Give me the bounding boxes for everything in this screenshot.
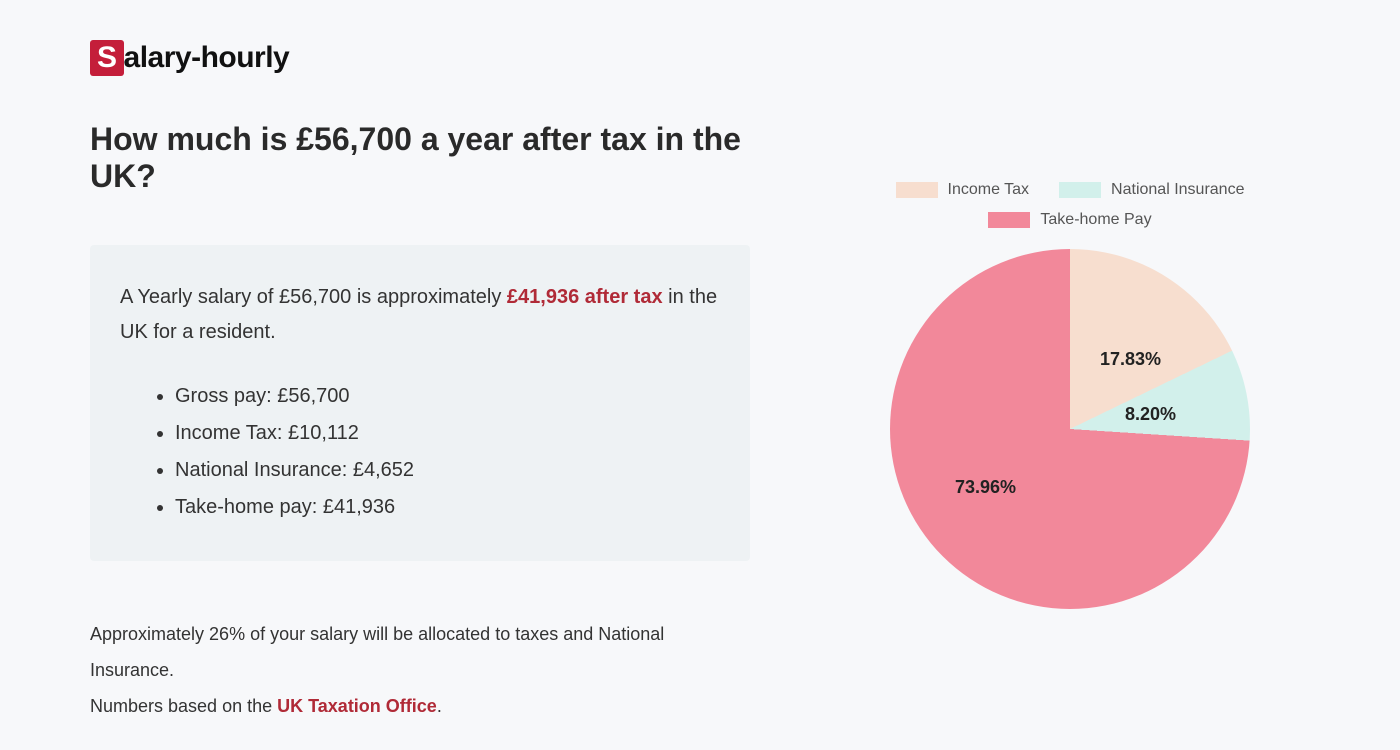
page-title: How much is £56,700 a year after tax in … [90, 121, 750, 195]
summary-prefix: A Yearly salary of £56,700 is approximat… [120, 286, 507, 308]
summary-text: A Yearly salary of £56,700 is approximat… [120, 280, 720, 350]
tax-office-link[interactable]: UK Taxation Office [277, 696, 437, 716]
footnote-line2-suffix: . [437, 696, 442, 716]
legend-label: Take-home Pay [1040, 211, 1151, 229]
footnote-line1: Approximately 26% of your salary will be… [90, 624, 664, 680]
pie-label: 73.96% [955, 477, 1016, 498]
site-logo: Salary-hourly [90, 40, 1310, 76]
logo-text: alary-hourly [124, 41, 290, 74]
legend-item: Income Tax [896, 181, 1030, 199]
list-item: Take-home pay: £41,936 [175, 489, 720, 526]
legend-swatch-icon [1059, 182, 1101, 198]
legend-swatch-icon [988, 212, 1030, 228]
list-item: Income Tax: £10,112 [175, 415, 720, 452]
left-column: How much is £56,700 a year after tax in … [90, 121, 750, 724]
pie-chart: 17.83% 8.20% 73.96% [890, 249, 1250, 609]
pie-label: 17.83% [1100, 349, 1161, 370]
main-content: How much is £56,700 a year after tax in … [90, 121, 1310, 724]
right-column: Income Tax National Insurance Take-home … [830, 121, 1310, 724]
list-item: Gross pay: £56,700 [175, 378, 720, 415]
summary-highlight: £41,936 after tax [507, 286, 663, 308]
legend-item: National Insurance [1059, 181, 1244, 199]
chart-legend: Income Tax National Insurance Take-home … [830, 181, 1310, 229]
list-item: National Insurance: £4,652 [175, 452, 720, 489]
legend-item: Take-home Pay [830, 211, 1310, 229]
legend-swatch-icon [896, 182, 938, 198]
legend-label: National Insurance [1111, 181, 1244, 199]
summary-box: A Yearly salary of £56,700 is approximat… [90, 245, 750, 561]
pie-label: 8.20% [1125, 404, 1176, 425]
footnote-line2-prefix: Numbers based on the [90, 696, 277, 716]
footnote: Approximately 26% of your salary will be… [90, 616, 750, 724]
pie-circle [890, 249, 1250, 609]
breakdown-list: Gross pay: £56,700 Income Tax: £10,112 N… [120, 378, 720, 526]
legend-label: Income Tax [948, 181, 1030, 199]
logo-s-icon: S [90, 40, 124, 76]
